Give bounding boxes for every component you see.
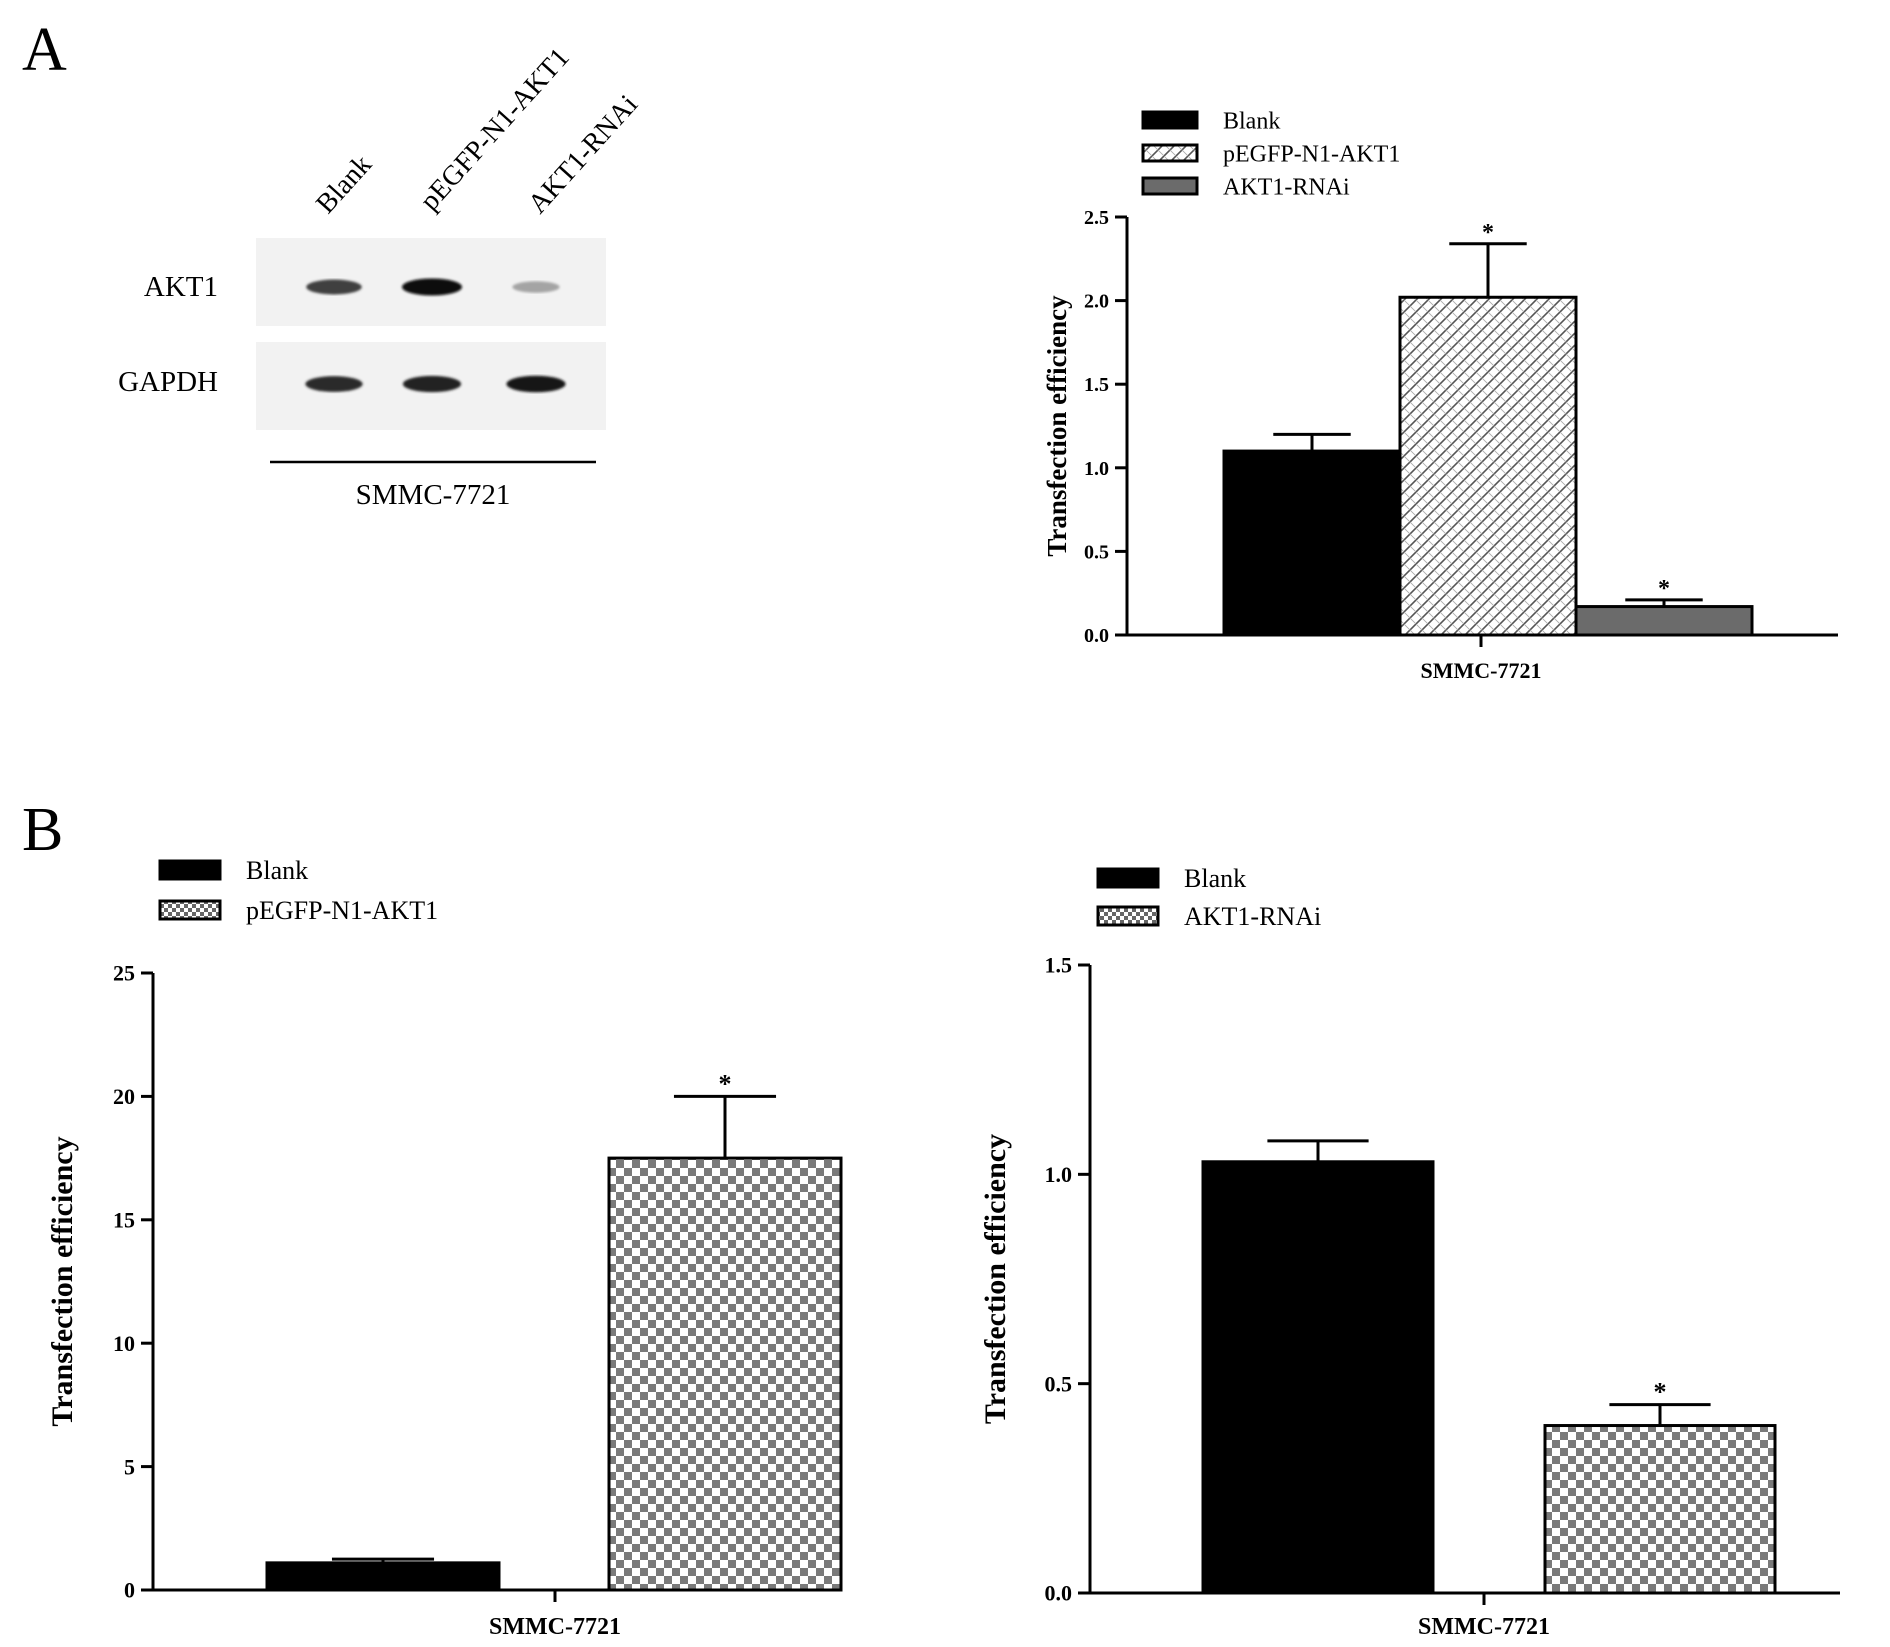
legend-label: pEGFP-N1-AKT1 bbox=[246, 896, 438, 925]
chart-b-left-x-axis-label: SMMC-7721 bbox=[489, 1614, 621, 1640]
chart-a: Blank pEGFP-N1-AKT1 AKT1-RNAi 0.0 0.5 1.0 1.5… bbox=[1042, 108, 1838, 683]
band-akt1-0 bbox=[306, 279, 362, 295]
legend-label: AKT1-RNAi bbox=[1184, 902, 1321, 931]
lane-label-rnai: AKT1-RNAi bbox=[522, 89, 644, 220]
panel-b-label: B bbox=[22, 796, 63, 864]
y-tick-label: 15 bbox=[113, 1208, 135, 1233]
legend-swatch bbox=[158, 859, 222, 881]
lane-label-blank: Blank bbox=[310, 149, 378, 219]
bar-pegfp-n1-akt1 bbox=[1398, 295, 1578, 637]
y-tick-label: 1.5 bbox=[1084, 374, 1109, 396]
bar-akt1-rnai bbox=[1543, 1424, 1777, 1595]
chart-b-right-y-axis-label: Transfection efficiency bbox=[979, 1134, 1012, 1424]
y-tick-label: 20 bbox=[113, 1084, 135, 1109]
y-tick-label: 0.5 bbox=[1084, 541, 1109, 563]
legend-swatch bbox=[1141, 110, 1199, 130]
y-tick-label: 1.0 bbox=[1045, 1162, 1073, 1187]
significance-asterisk: * bbox=[1482, 220, 1494, 246]
y-tick-label: 0.0 bbox=[1084, 625, 1109, 647]
blot-cell-line-label: SMMC-7721 bbox=[356, 479, 511, 511]
y-tick-label: 10 bbox=[113, 1331, 135, 1356]
significance-asterisk: * bbox=[1654, 1378, 1667, 1407]
band-gapdh-2 bbox=[506, 375, 566, 393]
bar-akt1-rnai bbox=[1574, 605, 1754, 637]
protein-label-gapdh: GAPDH bbox=[118, 366, 218, 398]
band-akt1-1 bbox=[402, 278, 462, 296]
panel-a-label: A bbox=[22, 16, 67, 84]
bar-pegfp-n1-akt1 bbox=[607, 1156, 843, 1592]
chart-a-y-axis-label: Transfection efficiency bbox=[1042, 295, 1072, 557]
band-gapdh-1 bbox=[402, 375, 462, 393]
significance-asterisk: * bbox=[719, 1069, 732, 1098]
y-tick-label: 1.5 bbox=[1045, 953, 1073, 978]
y-tick-label: 5 bbox=[124, 1454, 135, 1479]
y-tick-label: 25 bbox=[113, 961, 135, 986]
y-tick-label: 2.0 bbox=[1084, 291, 1109, 313]
chart-b-left: Blank pEGFP-N1-AKT1 0 5 10 15 20 25 * Transfec… bbox=[46, 856, 843, 1640]
y-tick-label: 0.5 bbox=[1045, 1371, 1073, 1396]
bar-blank bbox=[1201, 1160, 1435, 1595]
legend-swatch bbox=[1141, 176, 1199, 196]
legend-swatch bbox=[158, 899, 222, 921]
legend-swatch bbox=[1096, 905, 1160, 927]
chart-b-left-y-axis-label: Transfection efficiency bbox=[46, 1136, 79, 1426]
protein-label-akt1: AKT1 bbox=[144, 271, 218, 303]
y-tick-label: 0.0 bbox=[1045, 1581, 1073, 1606]
y-tick-label: 1.0 bbox=[1084, 458, 1109, 480]
legend-swatch bbox=[1096, 867, 1160, 889]
western-blot: Blank pEGFP-N1-AKT1 AKT1-RNAi AKT1 GAPDH… bbox=[118, 42, 644, 511]
chart-a-x-axis-label: SMMC-7721 bbox=[1421, 658, 1542, 683]
significance-asterisk: * bbox=[1658, 576, 1670, 602]
bar-blank bbox=[1222, 449, 1402, 637]
band-gapdh-0 bbox=[305, 376, 363, 392]
legend-label: AKT1-RNAi bbox=[1223, 174, 1350, 200]
legend-label: Blank bbox=[1184, 864, 1246, 893]
legend-label: Blank bbox=[1223, 108, 1280, 134]
legend-label: Blank bbox=[246, 856, 308, 885]
bar-blank bbox=[265, 1561, 501, 1592]
y-tick-label: 0 bbox=[124, 1578, 135, 1603]
band-akt1-2 bbox=[512, 281, 560, 293]
legend-label: pEGFP-N1-AKT1 bbox=[1223, 141, 1400, 167]
legend-swatch bbox=[1141, 143, 1199, 163]
y-tick-label: 2.5 bbox=[1084, 207, 1109, 229]
chart-b-right-x-axis-label: SMMC-7721 bbox=[1418, 1614, 1550, 1640]
chart-b-right: Blank AKT1-RNAi 0.0 0.5 1.0 1.5 * Transfecti… bbox=[979, 864, 1840, 1640]
